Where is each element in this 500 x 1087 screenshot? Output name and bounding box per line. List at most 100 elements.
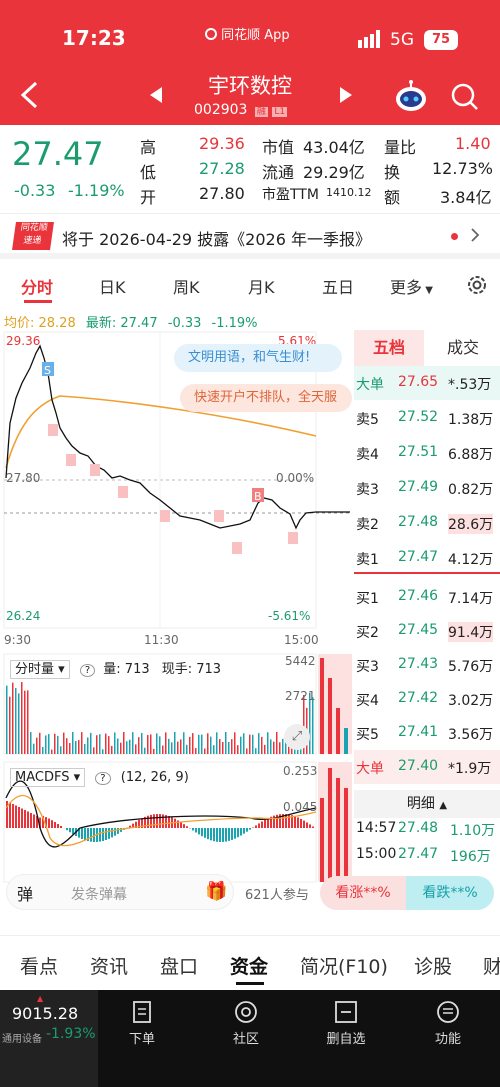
status-time: 17:23 [62,26,126,50]
high-label: 高 [140,138,157,157]
stock-code: 002903 [194,102,248,118]
fullscreen-icon[interactable]: ⤢ [284,724,310,750]
orderbook-level-label: 卖5 [356,412,379,428]
nav-community[interactable]: 社区 [206,1000,286,1047]
bottom-active-indicator [236,982,264,985]
orderbook-volume: 28.6万 [448,514,494,534]
nav-remove-watchlist[interactable]: 删自选 [306,1000,386,1047]
orderbook-row[interactable]: 买1 27.46 7.14万 [354,580,500,614]
tab-capital-flow[interactable]: 资金 [230,956,269,978]
robot-assistant-icon[interactable] [394,80,428,118]
flash-logo-top: 同花顺 [19,223,49,233]
orderbook-volume: 6.88万 [448,447,494,463]
orderbook-row[interactable]: 买4 27.42 3.02万 [354,682,500,716]
price-change: -0.33 [14,181,56,200]
index-ticker[interactable]: ▲ 9015.28 通用设备 -1.93% [0,990,98,1087]
gift-icon[interactable]: 🎁 [205,881,228,902]
orderbook-price: 27.48 [398,514,439,530]
orderbook-price: 27.51 [398,444,439,460]
nav-order[interactable]: 下单 [102,1000,182,1047]
orderbook-row[interactable]: 卖3 27.49 0.82万 [354,471,500,505]
avg-price-line [5,395,317,469]
functions-icon [408,1000,488,1028]
settings-icon[interactable] [466,274,488,300]
orderbook-row[interactable]: 卖5 27.52 1.38万 [354,401,500,435]
price-line [5,344,350,530]
high-value: 29.36 [199,134,245,153]
tab-more-label: 更多 [390,278,423,297]
volume-ratio-value: 1.40 [455,134,491,153]
tab-weekly-k[interactable]: 周K [173,278,200,297]
tab-highlights[interactable]: 看点 [20,956,59,978]
float-label: 流通 [262,163,295,182]
turnover-label: 换 [384,163,401,182]
macd-indicator-name: MACDFS [15,770,70,785]
tab-more[interactable]: 更多 ▼ [390,274,433,298]
macd-top-label: 0.253 [283,764,318,778]
danmu-icon: 弹 [17,885,34,904]
orderbook-volume: 4.12万 [448,552,494,568]
orderbook-price: 27.49 [398,479,439,495]
dif-line [5,780,317,848]
badge-l1: L1 [272,107,288,117]
chevron-right-icon[interactable] [470,227,480,247]
macd-params: (12, 26, 9) [120,770,189,785]
macd-help-icon[interactable]: ? [95,772,111,785]
period-tabs: 分时 日K 周K 月K 五日 更多 ▼ [0,262,500,308]
turnover-value: 12.73% [432,159,494,178]
price-change-pct: -1.19% [68,181,125,200]
amount-label: 额 [384,188,401,207]
back-icon[interactable] [18,80,40,114]
orderbook-row[interactable]: 买5 27.41 3.56万 [354,716,500,750]
detail-header[interactable]: 明细 ▲ [354,790,500,818]
orderbook-level-label: 买1 [356,591,379,607]
orderbook-level-label: 卖4 [356,447,379,463]
bearish-vote-button[interactable]: 看跌**% [406,876,494,910]
mcap-value: 43.04亿 [303,138,365,157]
chat-bubble-2[interactable]: 快速开户不排队，全天服 [180,384,352,412]
orderbook-row[interactable]: 买2 27.45 91.4万 [354,614,500,648]
tab-news[interactable]: 资讯 [90,956,129,978]
orderbook-row[interactable]: 买3 27.43 5.76万 [354,648,500,682]
orderbook-price: 27.40 [398,758,439,774]
latest-price-label: 最新: 27.47 [85,316,158,331]
tab-f10[interactable]: 简况(F10) [300,956,388,978]
orderbook-row[interactable]: 卖1 27.47 4.12万 [354,541,500,575]
danmu-placeholder: 发条弹幕 [71,887,127,903]
macd-indicator-select[interactable]: MACDFS ▾ [10,768,86,787]
orderbook-row[interactable]: 大单 27.65 *.53万 [354,366,500,400]
danmu-input[interactable]: 弹 发条弹幕 🎁 [6,874,234,910]
tab-market-depth[interactable]: 盘口 [160,956,199,978]
pe-label: 市盈TTM [262,187,319,203]
next-stock-icon[interactable] [338,86,354,108]
bullish-vote-button[interactable]: 看涨**% [320,876,406,910]
orderbook-row[interactable]: 卖4 27.51 6.88万 [354,436,500,470]
detail-label: 明细 [406,796,435,812]
chat-bubble-1[interactable]: 文明用语，和气生财! [174,344,342,372]
tab-finance[interactable]: 财 [483,956,500,978]
orderbook-price: 27.42 [398,690,439,706]
tab-five-day[interactable]: 五日 [322,278,355,297]
tab-trades[interactable]: 成交 [446,338,479,357]
tab-intraday[interactable]: 分时 [21,278,54,297]
help-icon[interactable]: ? [79,664,96,677]
tab-diagnosis[interactable]: 诊股 [414,956,453,978]
search-icon[interactable] [450,82,480,116]
announcement-bar[interactable]: 同花顺 速递 将于 2026-04-29 披露《2026 年一季报》 [0,213,500,259]
orderbook-level-label: 买4 [356,693,379,709]
prev-stock-icon[interactable] [148,86,164,108]
tab-monthly-k[interactable]: 月K [248,278,275,297]
active-tab-indicator [24,300,52,303]
low-value: 27.28 [199,159,245,178]
orderbook-row[interactable]: 卖2 27.48 28.6万 [354,506,500,540]
time-open: 9:30 [4,633,31,647]
trade-price: 27.48 [398,820,439,836]
tab-daily-k[interactable]: 日K [99,278,126,297]
sell-marker [42,362,54,376]
tab-five-levels[interactable]: 五档 [354,330,424,366]
orderbook-row[interactable]: 大单 27.40 *1.9万 [354,750,500,784]
caret-up-small-icon: ▲ [37,994,44,1003]
badge-rong: 融 [254,107,268,117]
nav-functions[interactable]: 功能 [408,1000,488,1047]
volume-indicator-select[interactable]: 分时量 ▾ [10,660,70,679]
